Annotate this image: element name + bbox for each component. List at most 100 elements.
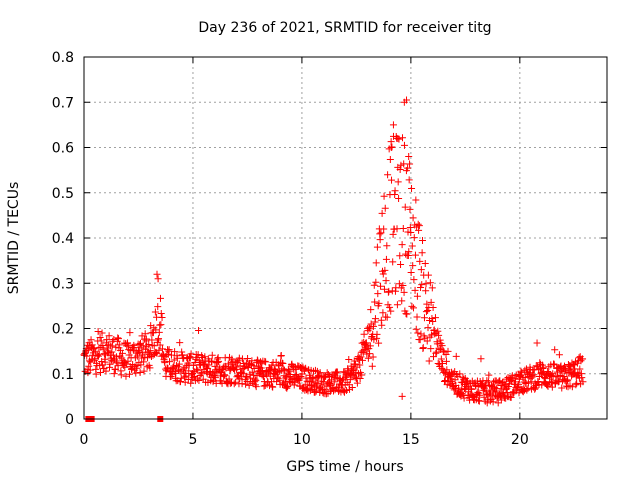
data-point xyxy=(108,348,116,356)
data-point xyxy=(258,367,266,375)
data-point xyxy=(235,354,243,362)
data-point xyxy=(424,271,432,279)
data-point xyxy=(156,341,164,349)
data-point xyxy=(274,368,282,376)
data-point xyxy=(252,377,260,385)
data-point xyxy=(415,226,423,234)
data-point xyxy=(146,364,154,372)
data-point xyxy=(83,365,91,373)
data-point xyxy=(330,378,338,386)
data-point xyxy=(416,257,424,265)
data-point xyxy=(186,354,194,362)
data-point xyxy=(228,355,236,363)
data-point xyxy=(366,350,374,358)
data-point xyxy=(388,176,396,184)
data-point xyxy=(371,315,379,323)
data-point xyxy=(376,236,384,244)
data-point xyxy=(88,341,96,349)
data-point xyxy=(386,303,394,311)
data-point xyxy=(221,371,229,379)
y-tick-label: 0.5 xyxy=(52,186,74,202)
y-tick-label: 0.3 xyxy=(52,276,74,292)
data-point xyxy=(406,160,414,168)
data-point xyxy=(368,362,376,370)
data-point xyxy=(517,367,525,375)
data-point xyxy=(374,290,382,298)
data-point xyxy=(405,153,413,161)
data-point xyxy=(381,266,389,274)
data-point xyxy=(527,378,535,386)
data-point xyxy=(314,379,322,387)
data-point xyxy=(382,277,390,285)
data-point xyxy=(195,326,203,334)
data-point xyxy=(115,335,123,343)
data-point xyxy=(130,344,138,352)
data-point xyxy=(548,383,556,391)
data-point xyxy=(105,332,113,340)
data-point xyxy=(458,390,466,398)
data-point xyxy=(391,187,399,195)
data-point xyxy=(158,345,166,353)
data-point xyxy=(435,331,443,339)
data-point xyxy=(161,359,169,367)
grid xyxy=(84,57,607,419)
data-point xyxy=(452,352,460,360)
data-point xyxy=(101,358,109,366)
data-point xyxy=(140,367,148,375)
data-point xyxy=(425,357,433,365)
y-tick-label: 0.2 xyxy=(52,322,74,338)
data-point xyxy=(551,346,559,354)
data-point xyxy=(450,386,458,394)
data-point xyxy=(383,242,391,250)
data-point xyxy=(110,335,118,343)
data-point xyxy=(437,355,445,363)
x-tick-label: 10 xyxy=(293,432,311,448)
data-point xyxy=(180,373,188,381)
data-point xyxy=(372,259,380,267)
data-point xyxy=(456,370,464,378)
data-point xyxy=(460,394,468,402)
data-point xyxy=(233,365,241,373)
data-point xyxy=(449,369,457,377)
data-point xyxy=(419,344,427,352)
data-point xyxy=(413,292,421,300)
data-point xyxy=(413,313,421,321)
data-point xyxy=(409,304,417,312)
data-point xyxy=(250,364,258,372)
data-point xyxy=(176,378,184,386)
data-point xyxy=(409,214,417,222)
data-point xyxy=(410,276,418,284)
data-point xyxy=(152,326,160,334)
data-point xyxy=(154,303,162,311)
data-point xyxy=(145,340,153,348)
data-point xyxy=(372,278,380,286)
data-point xyxy=(86,366,94,374)
data-point xyxy=(132,369,140,377)
data-point xyxy=(494,399,502,407)
data-point xyxy=(356,375,364,383)
data-point xyxy=(400,141,408,149)
data-point xyxy=(421,260,429,268)
data-point xyxy=(420,314,428,322)
data-point xyxy=(408,184,416,192)
data-point xyxy=(155,328,163,336)
data-point xyxy=(154,275,162,283)
data-point xyxy=(436,336,444,344)
data-point xyxy=(157,321,165,329)
data-point xyxy=(523,386,531,394)
data-point xyxy=(520,385,528,393)
data-point xyxy=(427,298,435,306)
data-point xyxy=(211,372,219,380)
data-point xyxy=(415,222,423,230)
data-point xyxy=(399,225,407,233)
data-point xyxy=(388,143,396,151)
data-point xyxy=(396,252,404,260)
data-point xyxy=(284,383,292,391)
data-point xyxy=(135,348,143,356)
data-point xyxy=(444,347,452,355)
data-point xyxy=(442,357,450,365)
data-point xyxy=(96,334,104,342)
data-point xyxy=(522,365,530,373)
data-point xyxy=(165,346,173,354)
data-point xyxy=(431,314,439,322)
